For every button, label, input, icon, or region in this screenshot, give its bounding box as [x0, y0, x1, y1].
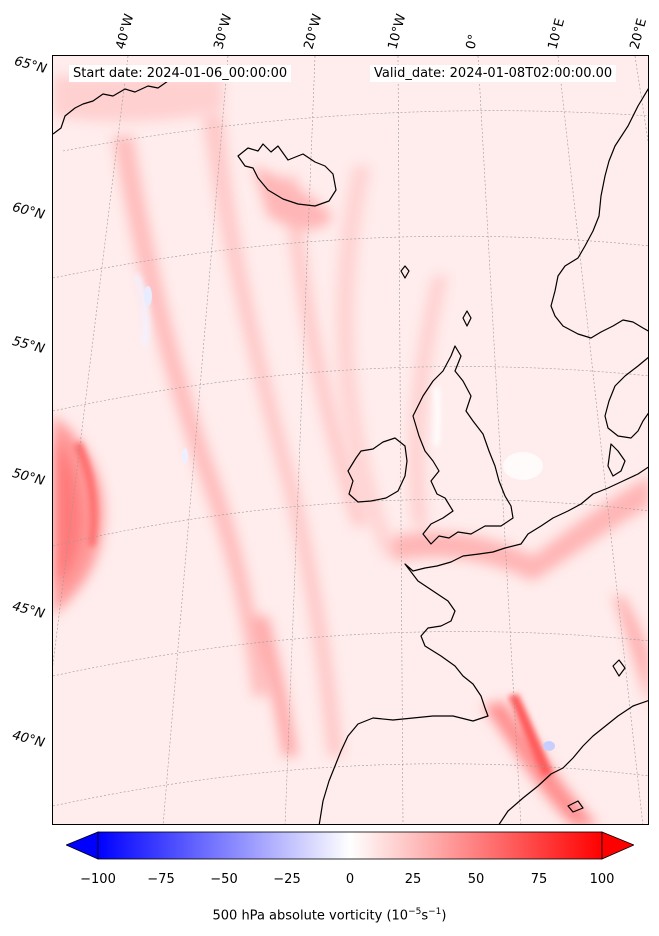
vorticity-map: [53, 56, 648, 824]
colorbar-body: [97, 831, 603, 860]
colorbar-tick: −25: [273, 872, 301, 887]
lat-label-65n: 65°N: [12, 54, 49, 77]
map-panel: [52, 55, 649, 825]
colorbar-label-text: 500 hPa absolute vorticity (10: [212, 908, 409, 924]
lon-label-40w: 40°W: [113, 12, 138, 51]
colorbar: [66, 831, 634, 860]
start-date-label: Start date: 2024-01-06_00:00:00: [69, 65, 292, 82]
coast-iceland: [237, 143, 337, 207]
lon-label-20e: 20°E: [627, 16, 651, 51]
colorbar-tick: 25: [404, 872, 422, 887]
lat-label-40n: 40°N: [10, 728, 47, 751]
coast-iberia-south: [498, 700, 648, 824]
coast-denmark: [607, 443, 626, 477]
coast-shetland: [462, 310, 472, 327]
colorbar-tick: −100: [80, 872, 116, 887]
lon-label-30w: 30°W: [211, 12, 236, 51]
colorbar-tick: −75: [147, 872, 175, 887]
lat-label-60n: 60°N: [10, 200, 47, 223]
colorbar-tick: −50: [210, 872, 238, 887]
lat-label-55n: 55°N: [10, 334, 47, 357]
colorbar-extend-min: [66, 831, 99, 860]
coastlines: [53, 70, 648, 824]
coast-greenland: [53, 70, 194, 135]
coast-ireland: [347, 437, 408, 503]
colorbar-tick: 75: [530, 872, 548, 887]
coast-faroes: [400, 265, 410, 279]
coast-great-britain: [412, 345, 514, 545]
colorbar-label-exp2: −1: [428, 907, 442, 917]
colorbar-label-mid: s: [421, 908, 429, 924]
graticule: [53, 56, 648, 824]
lon-label-0: 0°: [463, 32, 482, 51]
coast-balearic: [567, 800, 584, 813]
valid-date-label: Valid_date: 2024-01-08T02:00:00.00: [370, 65, 617, 82]
colorbar-tick: 0: [345, 872, 355, 887]
colorbar-label-exp1: −5: [408, 907, 422, 917]
colorbar-label: 500 hPa absolute vorticity (10−5s−1): [0, 907, 659, 923]
lat-label-50n: 50°N: [10, 466, 47, 489]
coast-norway: [550, 88, 648, 339]
lon-label-10w: 10°W: [385, 12, 410, 51]
lat-label-45n: 45°N: [10, 599, 47, 622]
vorticity-field: [53, 56, 648, 824]
colorbar-tick: 100: [589, 872, 615, 887]
colorbar-extend-max: [601, 831, 634, 860]
coast-sweden-denmark: [604, 356, 648, 439]
colorbar-label-end: ): [441, 908, 447, 924]
colorbar-tick: 50: [467, 872, 485, 887]
lon-label-10e: 10°E: [545, 16, 569, 51]
coast-continent: [318, 466, 648, 824]
lon-label-20w: 20°W: [301, 12, 326, 51]
coast-sardinia-bits: [612, 659, 626, 677]
